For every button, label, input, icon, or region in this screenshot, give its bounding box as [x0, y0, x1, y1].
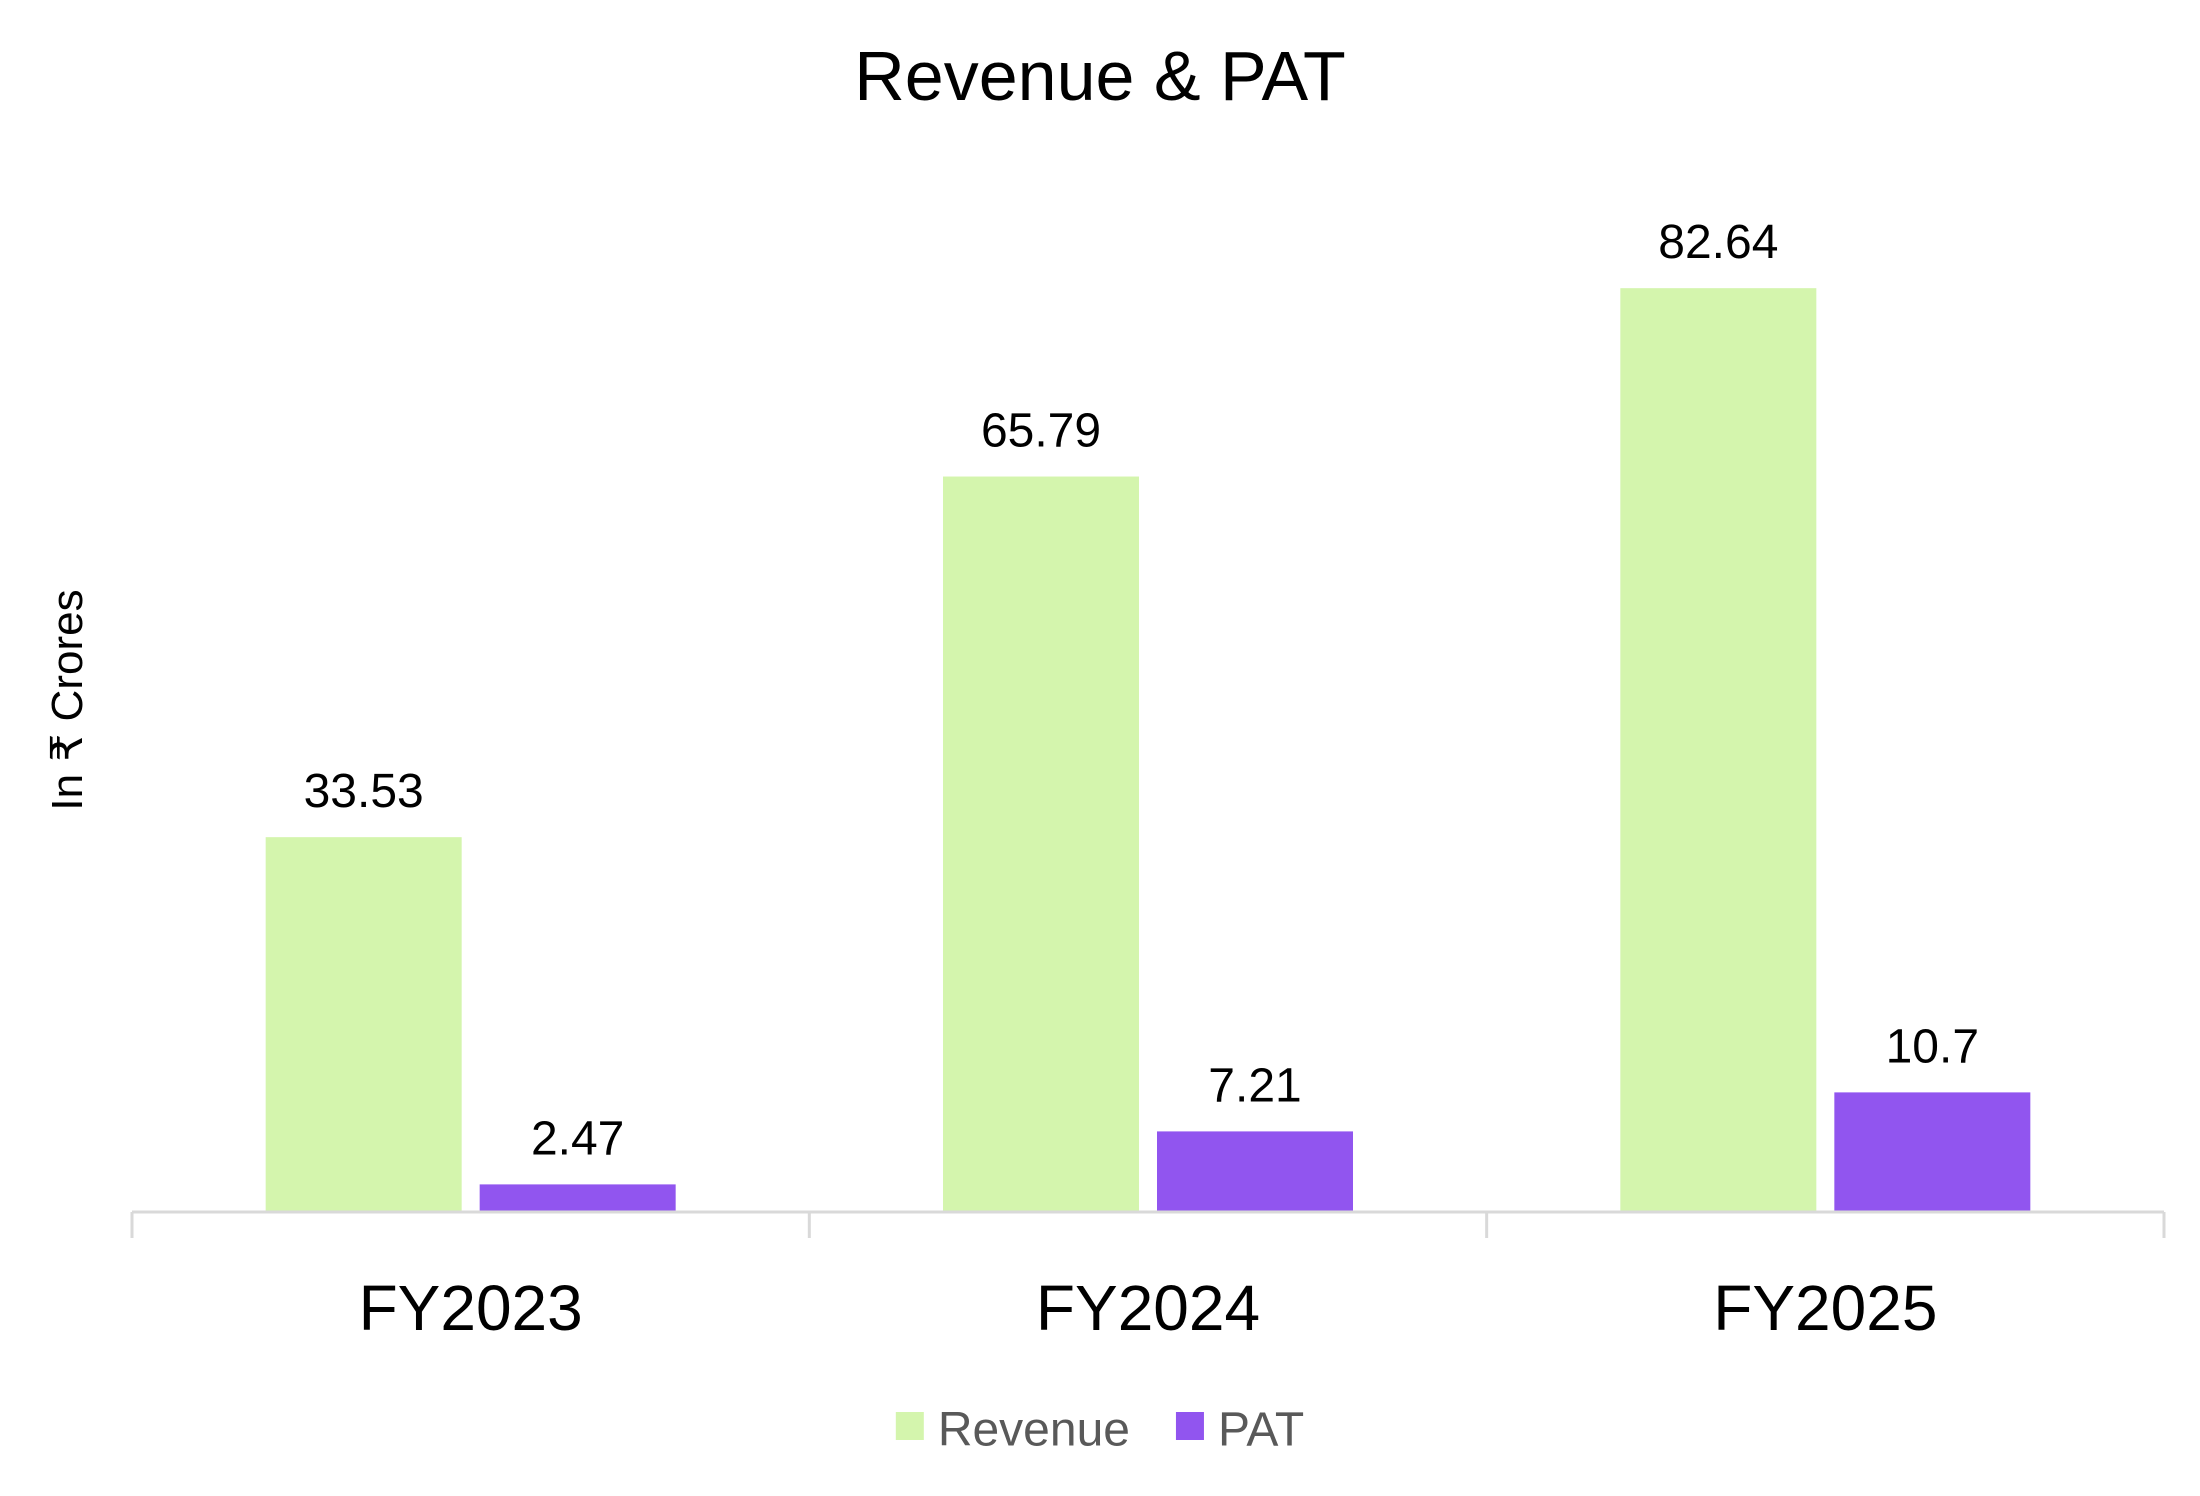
bars-layer — [265, 288, 2031, 1213]
legend: Revenue PAT — [895, 1403, 1304, 1456]
bar-revenue-fy2025 — [1620, 288, 1817, 1213]
legend-label-revenue: Revenue — [938, 1403, 1130, 1456]
legend-swatch-revenue — [895, 1412, 924, 1440]
data-label-revenue-fy2025: 82.64 — [1658, 216, 1778, 269]
x-tick-label-fy2024: FY2024 — [1036, 1272, 1260, 1344]
data-label-pat-fy2024: 7.21 — [1208, 1059, 1301, 1112]
bar-revenue-fy2023 — [265, 837, 462, 1212]
legend-item-pat: PAT — [1175, 1403, 1304, 1456]
data-label-revenue-fy2023: 33.53 — [304, 765, 424, 818]
data-label-revenue-fy2024: 65.79 — [981, 405, 1101, 458]
y-axis-label: In ₹ Crores — [43, 589, 92, 810]
data-label-pat-fy2025: 10.7 — [1886, 1020, 1979, 1073]
legend-label-pat: PAT — [1218, 1403, 1304, 1456]
bar-pat-fy2024 — [1157, 1131, 1353, 1212]
x-axis-tick-labels: FY2023 FY2024 FY2025 — [359, 1272, 1938, 1344]
bar-pat-fy2025 — [1834, 1092, 2031, 1212]
bar-pat-fy2023 — [479, 1184, 676, 1212]
x-tick-label-fy2023: FY2023 — [359, 1272, 583, 1344]
bar-revenue-fy2024 — [943, 476, 1139, 1212]
legend-item-revenue: Revenue — [895, 1403, 1130, 1456]
data-labels-layer: 33.53 2.47 65.79 7.21 82.64 10.7 — [304, 216, 1979, 1165]
data-label-pat-fy2023: 2.47 — [531, 1112, 624, 1165]
chart-title: Revenue & PAT — [854, 37, 1346, 115]
legend-swatch-pat — [1175, 1412, 1204, 1440]
x-tick-label-fy2025: FY2025 — [1713, 1272, 1937, 1344]
x-axis — [130, 1210, 2166, 1238]
